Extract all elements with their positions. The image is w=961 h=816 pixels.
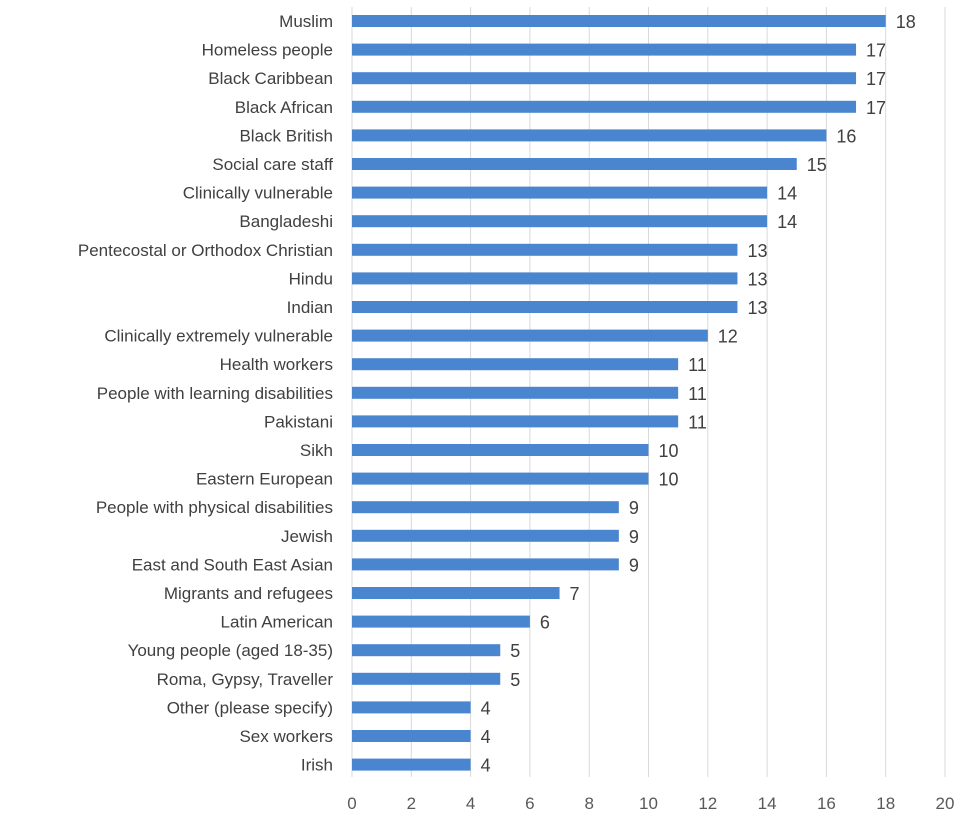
bar <box>352 444 649 456</box>
x-tick-label: 20 <box>936 794 955 813</box>
value-label: 17 <box>866 69 886 89</box>
bar <box>352 587 560 599</box>
value-label: 17 <box>866 41 886 61</box>
bar <box>352 701 471 714</box>
value-label: 4 <box>481 756 491 776</box>
bar <box>352 186 768 199</box>
bar <box>352 129 827 142</box>
category-label: Hindu <box>289 269 333 288</box>
x-tick-label: 2 <box>407 794 416 813</box>
x-tick-label: 0 <box>347 794 356 813</box>
bar <box>352 501 619 514</box>
category-label: Irish <box>301 756 333 775</box>
category-label: Sikh <box>300 441 333 460</box>
value-label: 9 <box>629 527 639 547</box>
value-label: 4 <box>481 698 491 718</box>
value-label: 15 <box>807 155 827 175</box>
bar <box>352 558 619 571</box>
value-label: 9 <box>629 498 639 518</box>
value-label: 13 <box>747 241 767 261</box>
category-label: Pakistani <box>264 412 333 431</box>
value-label: 16 <box>836 126 856 146</box>
category-label: Muslim <box>279 12 333 31</box>
category-label: Black Caribbean <box>208 69 333 88</box>
value-label: 5 <box>510 641 520 661</box>
value-label: 9 <box>629 555 639 575</box>
bar <box>352 15 886 27</box>
value-label: 13 <box>747 298 767 318</box>
value-label: 10 <box>659 441 679 461</box>
value-label: 10 <box>659 470 679 490</box>
category-label: Pentecostal or Orthodox Christian <box>78 241 333 260</box>
value-label: 11 <box>688 355 707 375</box>
value-label: 7 <box>570 584 580 604</box>
value-label: 14 <box>777 212 797 232</box>
value-label: 4 <box>481 727 491 747</box>
category-label: Migrants and refugees <box>164 584 333 603</box>
bar <box>352 529 619 542</box>
category-label: Jewish <box>281 527 333 546</box>
category-label: Roma, Gypsy, Traveller <box>157 670 334 689</box>
x-axis-ticks: 0 2 4 6 8 10 12 14 16 18 20 <box>347 794 954 813</box>
bar <box>352 415 679 428</box>
x-tick-label: 10 <box>639 794 658 813</box>
value-label: 13 <box>747 269 767 289</box>
bar <box>352 301 738 313</box>
value-label: 11 <box>688 384 707 404</box>
value-labels: 1817171716151414131313121111111010999765… <box>481 12 916 776</box>
value-label: 11 <box>688 412 707 432</box>
bar <box>352 243 738 256</box>
bar <box>352 100 857 113</box>
x-tick-label: 4 <box>466 794 475 813</box>
x-tick-label: 8 <box>584 794 593 813</box>
category-label: Sex workers <box>239 727 333 746</box>
category-labels: Muslim Homeless people Black Caribbean Blac… <box>78 12 333 775</box>
x-tick-label: 14 <box>758 794 777 813</box>
category-label: Clinically extremely vulnerable <box>104 327 333 346</box>
category-label: Black British <box>239 126 333 145</box>
x-tick-label: 6 <box>525 794 534 813</box>
value-label: 17 <box>866 98 886 118</box>
bar <box>352 329 708 342</box>
category-label: Latin American <box>221 613 333 632</box>
bar <box>352 672 501 685</box>
bar <box>352 644 501 657</box>
x-tick-label: 12 <box>698 794 717 813</box>
bar <box>352 272 738 285</box>
category-label: People with physical disabilities <box>96 498 333 517</box>
bar <box>352 358 679 371</box>
category-label: Homeless people <box>202 41 333 60</box>
bar <box>352 615 530 628</box>
value-label: 6 <box>540 613 550 633</box>
category-label: East and South East Asian <box>132 555 333 574</box>
value-label: 12 <box>718 327 738 347</box>
category-label: Social care staff <box>212 155 333 174</box>
x-tick-label: 18 <box>876 794 895 813</box>
value-label: 5 <box>510 670 520 690</box>
category-label: Other (please specify) <box>167 698 333 717</box>
bars <box>352 15 886 771</box>
category-label: People with learning disabilities <box>97 384 333 403</box>
category-label: Eastern European <box>196 470 333 489</box>
category-label: Young people (aged 18-35) <box>128 641 333 660</box>
bar <box>352 158 797 170</box>
bar <box>352 43 857 56</box>
category-label: Black African <box>235 98 333 117</box>
category-label: Health workers <box>220 355 333 374</box>
category-label: Bangladeshi <box>239 212 333 231</box>
bar <box>352 215 768 228</box>
x-tick-label: 16 <box>817 794 836 813</box>
bar <box>352 72 857 85</box>
bar <box>352 730 471 742</box>
bar <box>352 758 471 771</box>
category-label: Indian <box>287 298 333 317</box>
value-label: 18 <box>896 12 916 32</box>
bar <box>352 386 679 399</box>
category-label: Clinically vulnerable <box>183 184 333 203</box>
bar <box>352 472 649 485</box>
value-label: 14 <box>777 184 797 204</box>
